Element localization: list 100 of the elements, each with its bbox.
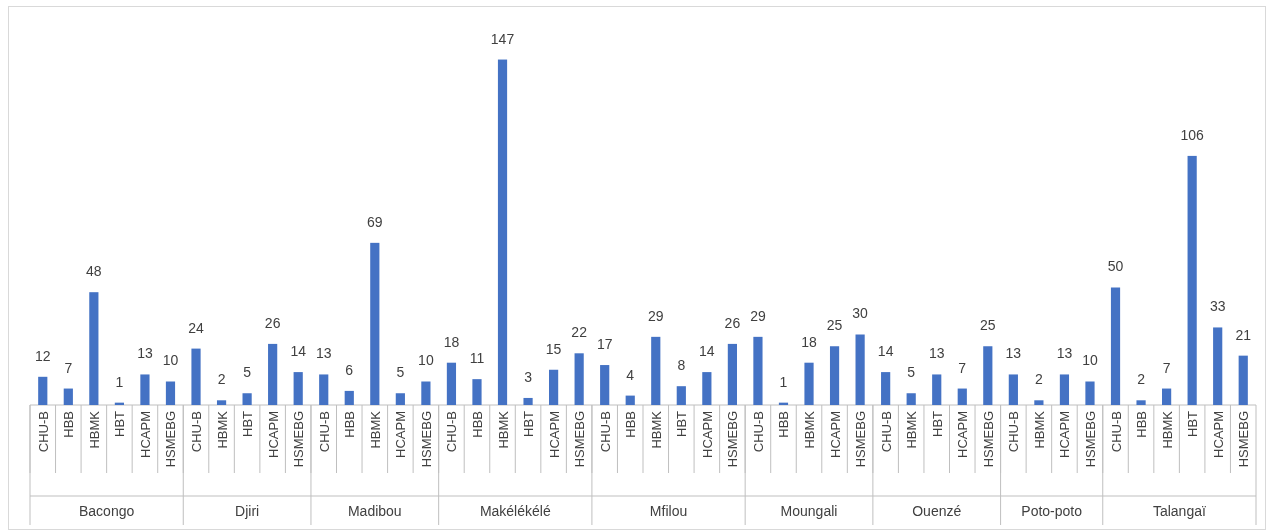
data-label: 25 [980, 317, 996, 334]
data-label: 2 [217, 371, 226, 388]
text: CHU-B [444, 411, 460, 453]
text: HSMEBG [853, 411, 869, 468]
text: HBT [112, 411, 128, 437]
text: HCAPM [955, 411, 971, 458]
data-label: 18 [801, 333, 818, 350]
data-label: 29 [647, 307, 664, 324]
text: HBMK [802, 411, 818, 449]
text: HBT [674, 411, 690, 437]
x-tick-label: Moungali [780, 503, 838, 519]
data-label: 17 [596, 336, 613, 353]
text: HBMK [86, 411, 102, 449]
text: HCAPM [827, 411, 843, 458]
data-label: 15 [545, 340, 562, 357]
x-tick-label: Bacongo [78, 503, 135, 519]
text: HSMEBG [1082, 411, 1098, 468]
data-label: 14 [877, 343, 894, 360]
data-label: 147 [490, 30, 515, 47]
data-label: 7 [1162, 359, 1171, 376]
data-label: 14 [290, 343, 307, 360]
text: HSMEBG [572, 411, 588, 468]
text: HSMEBG [725, 411, 741, 468]
data-label: 10 [418, 352, 434, 369]
data-label: 5 [243, 364, 252, 381]
text: HSMEBG [980, 411, 996, 468]
data-label: 13 [1005, 345, 1022, 362]
text: HSMEBG [1236, 411, 1252, 468]
data-label: 13 [1056, 345, 1073, 362]
data-label: 10 [1082, 352, 1098, 369]
data-label: 30 [852, 305, 869, 322]
data-label: 24 [188, 319, 205, 336]
text: HCAPM [265, 411, 281, 458]
text: CHU-B [189, 411, 205, 453]
text: CHU-B [316, 411, 332, 453]
data-label: 2 [1137, 371, 1146, 388]
text: HBB [1134, 411, 1150, 438]
data-label: 2 [1035, 371, 1043, 388]
text: HBT [1185, 410, 1201, 437]
text: HBMK [214, 411, 230, 449]
data-label: 21 [1235, 326, 1252, 343]
text: HSMEBG [418, 411, 434, 468]
data-label: 22 [571, 324, 588, 341]
data-label: 6 [345, 361, 354, 378]
x-tick-label: Talangaï [1152, 503, 1206, 519]
text: HBMK [1031, 410, 1047, 449]
text: HBT [929, 411, 945, 437]
data-label: 14 [699, 343, 715, 360]
text: HCAPM [1210, 411, 1226, 458]
data-label: 12 [34, 347, 51, 364]
x-tick-label: Ouenzé [912, 503, 962, 519]
data-label: 33 [1209, 298, 1226, 315]
text: HBT [521, 411, 537, 437]
x-tick-label: Makélékélé [479, 503, 551, 519]
text: HBB [776, 411, 792, 438]
data-label: 13 [137, 345, 153, 362]
data-label: 48 [86, 263, 102, 280]
data-label: 5 [907, 364, 916, 381]
text: HBMK [648, 411, 664, 449]
text: HCAPM [699, 411, 715, 458]
text: HBB [623, 411, 639, 438]
data-label: 13 [928, 345, 945, 362]
text: HBT [240, 411, 256, 437]
data-label: 3 [524, 368, 533, 385]
x-tick-label: Mfilou [649, 503, 688, 519]
text: CHU-B [1006, 411, 1022, 453]
data-label: 7 [958, 359, 967, 376]
text: CHU-B [750, 411, 766, 453]
text: HBMK [1159, 411, 1175, 449]
data-label: 13 [315, 345, 332, 362]
text: HCAPM [393, 411, 409, 458]
data-label: 106 [1180, 126, 1205, 143]
data-label: 29 [750, 307, 766, 324]
text: HSMEBG [163, 411, 179, 468]
text: HCAPM [137, 411, 153, 458]
data-label: 18 [443, 333, 460, 350]
data-label: 8 [677, 357, 686, 374]
data-label: 50 [1107, 258, 1124, 275]
x-tick-label: Madibou [347, 503, 402, 519]
text: CHU-B [878, 411, 894, 453]
data-label: 5 [396, 364, 405, 381]
text: HSMEBG [291, 411, 307, 468]
data-label: 69 [367, 213, 383, 230]
text: HBB [342, 411, 358, 438]
x-tick-label: Poto-poto [1021, 503, 1083, 519]
data-label: 1 [115, 373, 124, 390]
data-label: 26 [264, 314, 281, 331]
text: CHU-B [1108, 411, 1124, 453]
text: HCAPM [1057, 411, 1073, 458]
data-label: 11 [469, 350, 485, 367]
data-label: 7 [64, 359, 73, 376]
text: HBMK [367, 411, 383, 449]
data-label: 26 [724, 314, 741, 331]
data-label: 10 [162, 352, 179, 369]
text: HBB [469, 411, 485, 438]
text: HBB [61, 411, 77, 438]
text: HCAPM [546, 411, 562, 458]
text: CHU-B [35, 411, 51, 453]
text: CHU-B [597, 411, 613, 453]
data-label: 1 [779, 373, 788, 390]
